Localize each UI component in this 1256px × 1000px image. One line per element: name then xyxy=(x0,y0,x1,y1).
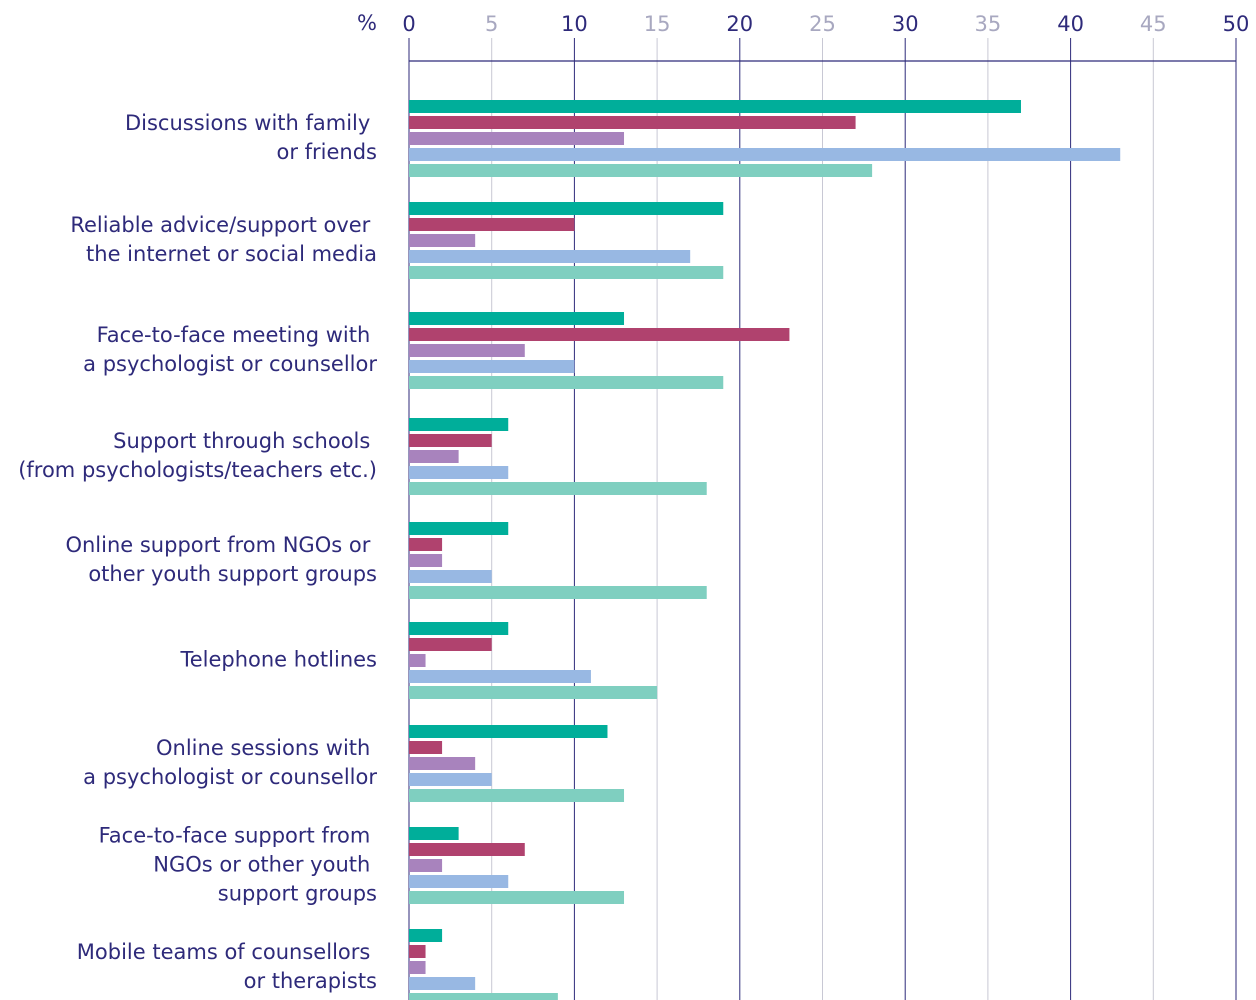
bar xyxy=(409,654,426,667)
bar xyxy=(409,570,492,583)
x-tick-label: 40 xyxy=(1057,12,1084,36)
bar xyxy=(409,929,443,942)
bar xyxy=(409,312,625,325)
x-tick-label: 0 xyxy=(402,12,415,36)
x-tick-label: 20 xyxy=(726,12,753,36)
bar xyxy=(409,164,873,177)
category-label: Discussions with family or friends xyxy=(125,111,377,164)
bar xyxy=(409,376,724,389)
bar xyxy=(409,945,426,958)
bar xyxy=(409,328,790,341)
bar xyxy=(409,757,476,770)
bar xyxy=(409,266,724,279)
category-label: Face-to-face meeting with a psychologist… xyxy=(83,323,377,376)
category-label: Mobile teams of counsellors or therapist… xyxy=(77,940,377,993)
bar xyxy=(409,482,707,495)
bar xyxy=(409,522,509,535)
bar xyxy=(409,434,492,447)
category-label: Reliable advice/support over the interne… xyxy=(70,213,377,266)
bar xyxy=(409,250,691,263)
bar xyxy=(409,875,509,888)
bar xyxy=(409,789,625,802)
bar xyxy=(409,234,476,247)
x-axis-label: % xyxy=(357,11,377,35)
bar xyxy=(409,686,658,699)
bar xyxy=(409,148,1121,161)
bar xyxy=(409,977,476,990)
bar xyxy=(409,725,608,738)
x-tick-label: 5 xyxy=(485,12,498,36)
x-tick-label: 50 xyxy=(1223,12,1250,36)
category-label: Online sessions with a psychologist or c… xyxy=(83,736,377,789)
x-tick-label: 10 xyxy=(561,12,588,36)
category-label: Telephone hotlines xyxy=(179,648,377,672)
x-tick-label: 15 xyxy=(644,12,671,36)
x-tick-label: 30 xyxy=(892,12,919,36)
x-tick-label: 25 xyxy=(809,12,836,36)
bar xyxy=(409,891,625,904)
bar xyxy=(409,773,492,786)
bar xyxy=(409,466,509,479)
bar xyxy=(409,586,707,599)
bar xyxy=(409,344,525,357)
bar xyxy=(409,638,492,651)
bar xyxy=(409,859,443,872)
bar xyxy=(409,418,509,431)
bar xyxy=(409,538,443,551)
x-tick-label: 45 xyxy=(1140,12,1167,36)
bar xyxy=(409,827,459,840)
bar xyxy=(409,622,509,635)
category-label: Face-to-face support from NGOs or other … xyxy=(99,824,377,906)
bar xyxy=(409,360,575,373)
bar xyxy=(409,116,856,129)
bar xyxy=(409,670,591,683)
category-label: Online support from NGOs or other youth … xyxy=(65,533,377,586)
x-tick-label: 35 xyxy=(975,12,1002,36)
bar xyxy=(409,100,1021,113)
bar xyxy=(409,218,575,231)
bar xyxy=(409,993,558,1000)
bar xyxy=(409,202,724,215)
bar xyxy=(409,741,443,754)
bar xyxy=(409,554,443,567)
bar xyxy=(409,961,426,974)
bar xyxy=(409,843,525,856)
bar xyxy=(409,132,625,145)
category-label: Support through schools (from psychologi… xyxy=(18,429,377,482)
bar xyxy=(409,450,459,463)
